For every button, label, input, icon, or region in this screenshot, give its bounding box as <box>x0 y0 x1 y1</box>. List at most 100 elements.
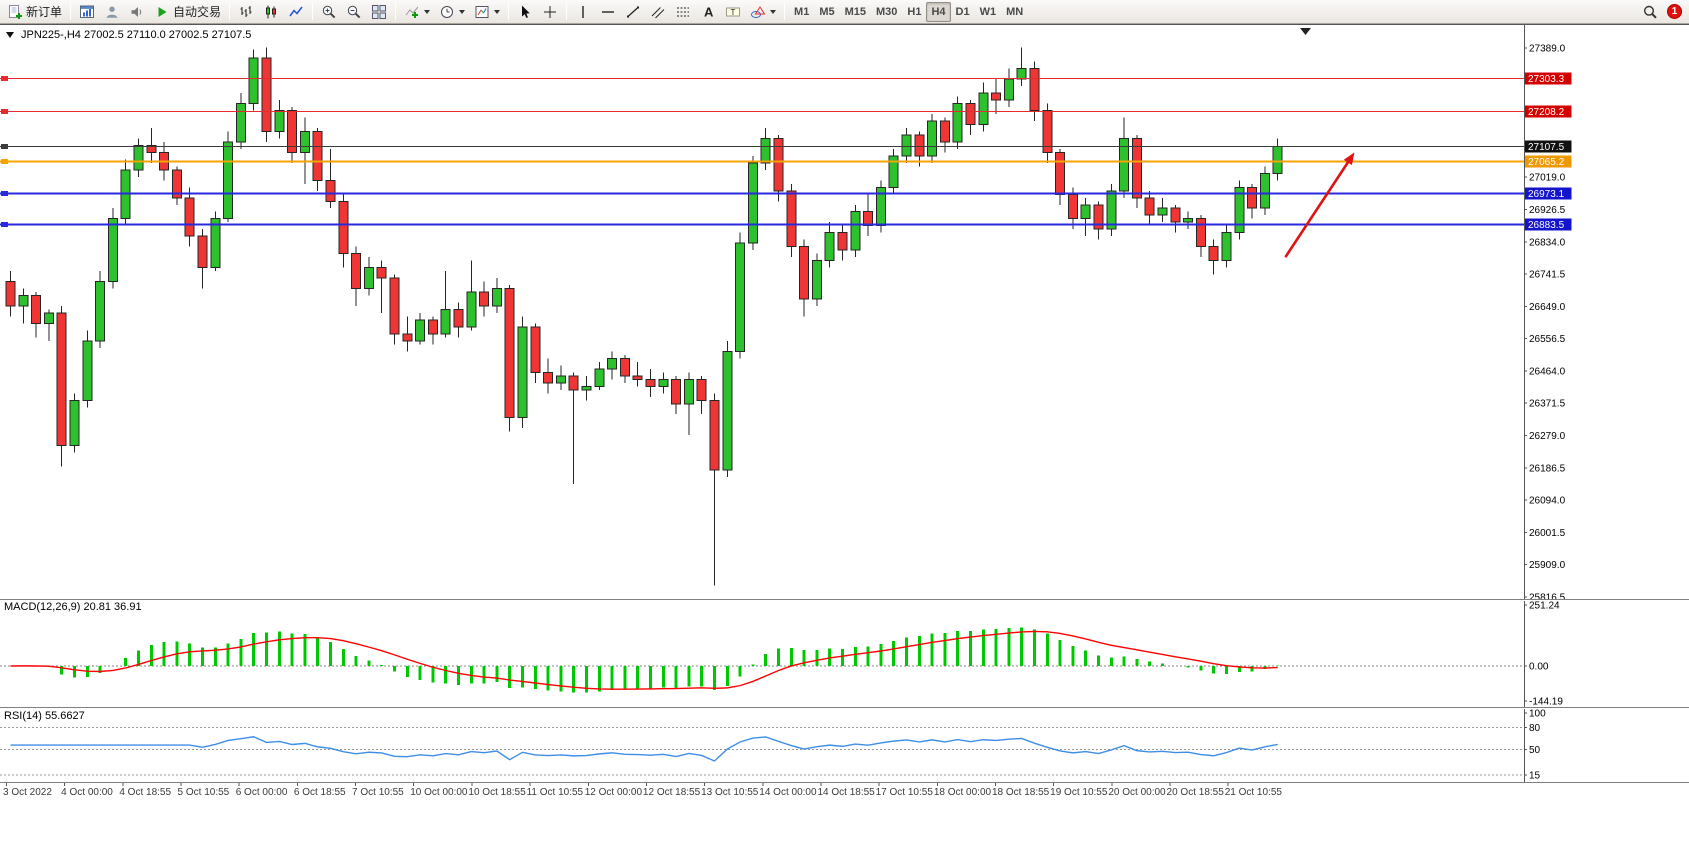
timeframe-toolbar: M1 M5 M15 M30 H1 H4 D1 W1 MN <box>789 1 1028 22</box>
line-anchor-marker <box>1 191 8 196</box>
candle <box>133 138 144 177</box>
toolbar-separator <box>395 3 397 20</box>
svg-text:25816.5: 25816.5 <box>1529 593 1566 604</box>
svg-text:100: 100 <box>1529 709 1546 720</box>
svg-text:15: 15 <box>1529 771 1541 782</box>
text-button[interactable]: A <box>696 2 720 22</box>
candle <box>56 306 67 467</box>
timeframe-button-h1[interactable]: H1 <box>907 5 922 18</box>
candle <box>120 159 131 226</box>
notification-button[interactable]: 1 <box>1663 2 1686 22</box>
candlestick-chart-icon <box>266 5 277 18</box>
text-label-icon: T <box>726 7 741 16</box>
candle <box>351 246 362 307</box>
horizontal-line-button[interactable] <box>596 2 620 22</box>
timeframe-button-m1[interactable]: M1 <box>794 5 810 18</box>
candle <box>69 393 80 453</box>
news-button[interactable] <box>125 2 149 22</box>
line-anchor-marker <box>1 144 8 149</box>
new-chart-button[interactable] <box>75 2 99 22</box>
candle <box>1272 138 1283 181</box>
text-label-button[interactable]: T <box>721 2 745 22</box>
zoom-out-button[interactable] <box>342 2 366 22</box>
candle <box>543 358 554 394</box>
toolbar-separator <box>508 3 510 20</box>
fibonacci-button[interactable] <box>671 2 695 22</box>
crosshair-button[interactable] <box>538 2 562 22</box>
indicators-button[interactable] <box>400 2 434 22</box>
svg-text:26556.5: 26556.5 <box>1529 334 1566 345</box>
candle <box>939 117 950 153</box>
candle <box>453 302 464 338</box>
macd-signal-line <box>10 630 1278 690</box>
bar-chart-button[interactable] <box>234 2 258 22</box>
price-tag-label: 27208.2 <box>1528 107 1565 118</box>
line-anchor-marker <box>1 159 8 164</box>
svg-text:11 Oct 10:55: 11 Oct 10:55 <box>527 787 584 798</box>
tile-windows-button[interactable] <box>367 2 391 22</box>
periods-button[interactable] <box>435 2 469 22</box>
horizontal-line-icon <box>602 10 615 13</box>
channel-button[interactable] <box>646 2 670 22</box>
new-chart-icon <box>80 5 95 18</box>
shapes-button[interactable] <box>746 2 780 22</box>
svg-text:14 Oct 18:55: 14 Oct 18:55 <box>817 787 875 798</box>
svg-text:10 Oct 00:00: 10 Oct 00:00 <box>410 787 468 798</box>
candle <box>1183 211 1194 230</box>
templates-button[interactable] <box>470 2 504 22</box>
svg-text:5 Oct 10:55: 5 Oct 10:55 <box>178 787 230 798</box>
zoom-in-button[interactable] <box>317 2 341 22</box>
timeframe-button-m5[interactable]: M5 <box>819 5 835 18</box>
chart-canvas[interactable]: 27303.3 27208.2 27107.5 27065.2 26973.1 26883… <box>0 24 1689 862</box>
timeframe-button-w1[interactable]: W1 <box>979 5 997 18</box>
candle <box>261 47 272 142</box>
candle <box>5 271 16 317</box>
candle <box>1080 197 1091 237</box>
candle <box>735 232 746 359</box>
timeframe-button-m30[interactable]: M30 <box>876 5 898 18</box>
svg-text:27389.0: 27389.0 <box>1529 44 1566 55</box>
timeframe-button-d1[interactable]: D1 <box>955 5 970 18</box>
trend-arrow[interactable] <box>1284 152 1355 258</box>
toolbar-separator <box>784 3 786 20</box>
candle <box>965 100 976 135</box>
chart-window: 27303.3 27208.2 27107.5 27065.2 26973.1 26883… <box>0 24 1689 862</box>
candle <box>287 107 298 163</box>
autotrading-button[interactable]: 自动交易 <box>150 2 225 22</box>
svg-text:26464.0: 26464.0 <box>1529 366 1566 377</box>
candlestick-chart-button[interactable] <box>259 2 283 22</box>
svg-text:13 Oct 10:55: 13 Oct 10:55 <box>701 787 759 798</box>
candle <box>43 309 54 341</box>
candle <box>1234 180 1245 240</box>
timeframe-button-h4[interactable]: H4 <box>926 1 951 22</box>
chart-shift-marker[interactable] <box>1300 28 1311 35</box>
candle <box>31 292 42 338</box>
price-tag <box>1524 187 1572 200</box>
price-tag <box>1524 218 1572 231</box>
cursor-button[interactable] <box>513 2 537 22</box>
candle <box>491 278 502 313</box>
candle <box>811 253 822 307</box>
candle <box>1119 117 1130 198</box>
svg-text:17 Oct 10:55: 17 Oct 10:55 <box>876 787 934 798</box>
candle <box>991 79 1002 114</box>
candle <box>1247 183 1258 219</box>
price-tag-label: 26973.1 <box>1528 189 1565 200</box>
line-chart-button[interactable] <box>284 2 308 22</box>
trendline-button[interactable] <box>621 2 645 22</box>
autotrading-play-icon <box>158 6 167 17</box>
one-click-trading-toggle-icon[interactable] <box>6 32 14 38</box>
vertical-line-button[interactable] <box>571 2 595 22</box>
candle <box>581 375 592 401</box>
svg-text:4 Oct 00:00: 4 Oct 00:00 <box>61 787 113 798</box>
candle <box>1042 103 1053 163</box>
search-button[interactable] <box>1638 2 1662 22</box>
timeframe-button-m15[interactable]: M15 <box>844 5 866 18</box>
dropdown-caret <box>494 9 501 14</box>
new-order-button[interactable]: 新订单 <box>3 2 66 22</box>
svg-text:251.24: 251.24 <box>1529 601 1560 612</box>
candle <box>722 340 733 478</box>
rsi-indicator-label: RSI(14) 55.6627 <box>4 710 85 722</box>
profile-button[interactable] <box>100 2 124 22</box>
timeframe-button-mn[interactable]: MN <box>1006 5 1024 18</box>
